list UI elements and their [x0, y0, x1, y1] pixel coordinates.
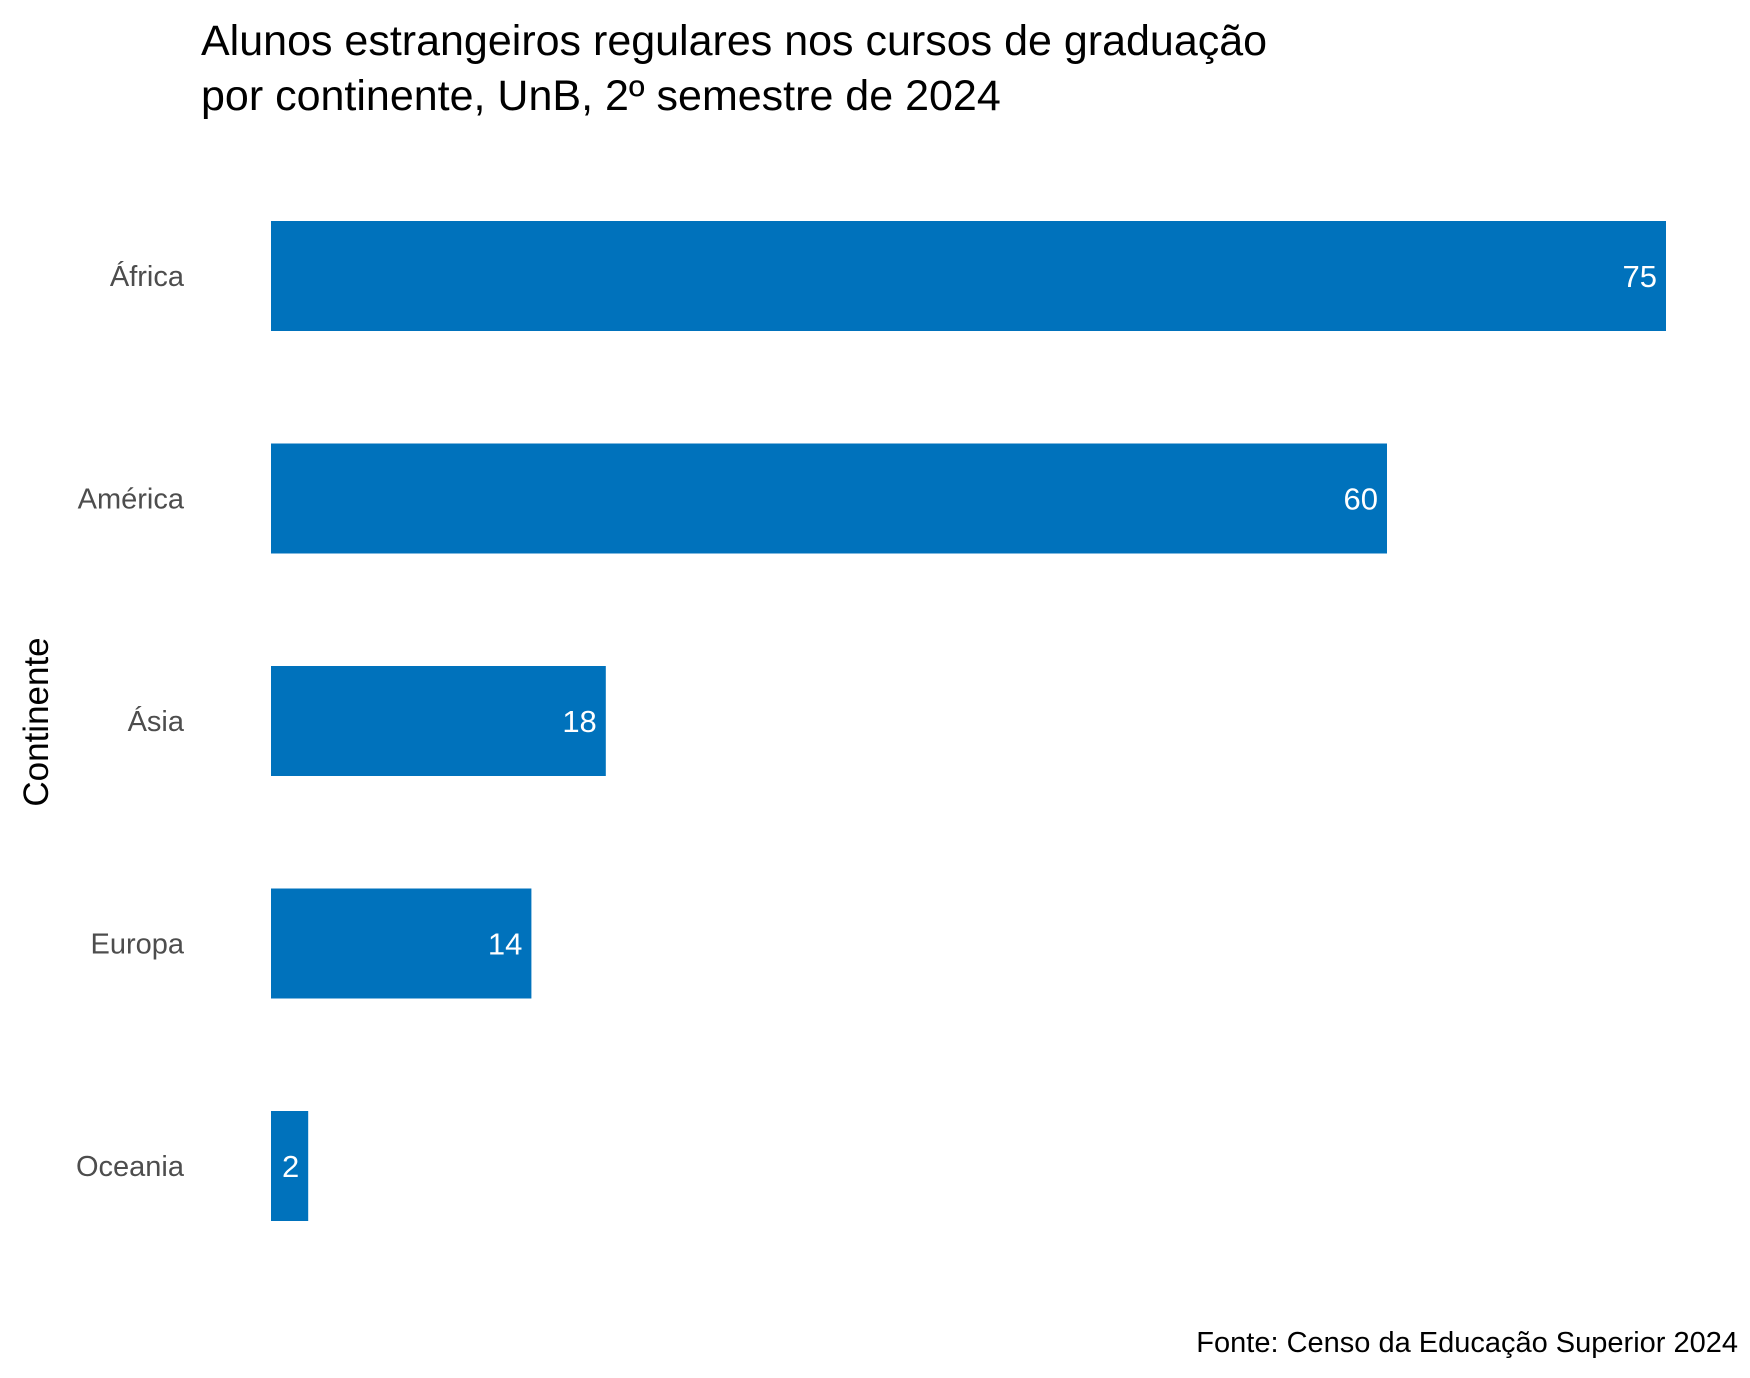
bar-1 — [271, 443, 1387, 554]
bar-3 — [271, 888, 532, 999]
category-label-0: África — [110, 260, 185, 293]
value-label-4: 2 — [282, 1149, 299, 1184]
value-label-0: 75 — [1623, 259, 1657, 294]
value-label-3: 14 — [488, 927, 522, 962]
category-label-4: Oceania — [76, 1151, 185, 1183]
bar-0 — [271, 221, 1666, 331]
category-label-3: Europa — [90, 929, 184, 961]
chart-title: Alunos estrangeiros regulares nos cursos… — [201, 17, 1267, 120]
category-label-2: Ásia — [128, 705, 185, 738]
source-caption: Fonte: Censo da Educação Superior 2024 — [1196, 1327, 1738, 1359]
value-label-1: 60 — [1344, 482, 1378, 517]
bar-2 — [271, 666, 606, 776]
bars: África 75 América 60 Ásia 18 Europa 14 Oceania 2 — [76, 221, 1666, 1221]
category-label-1: América — [78, 484, 185, 516]
value-label-2: 18 — [562, 704, 596, 739]
y-axis-label: Continente — [17, 637, 56, 806]
bar-4 — [271, 1111, 309, 1221]
chart-title-line-1: Alunos estrangeiros regulares nos cursos… — [201, 17, 1267, 65]
chart-title-line-2: por continente, UnB, 2º semestre de 2024 — [201, 72, 1001, 120]
